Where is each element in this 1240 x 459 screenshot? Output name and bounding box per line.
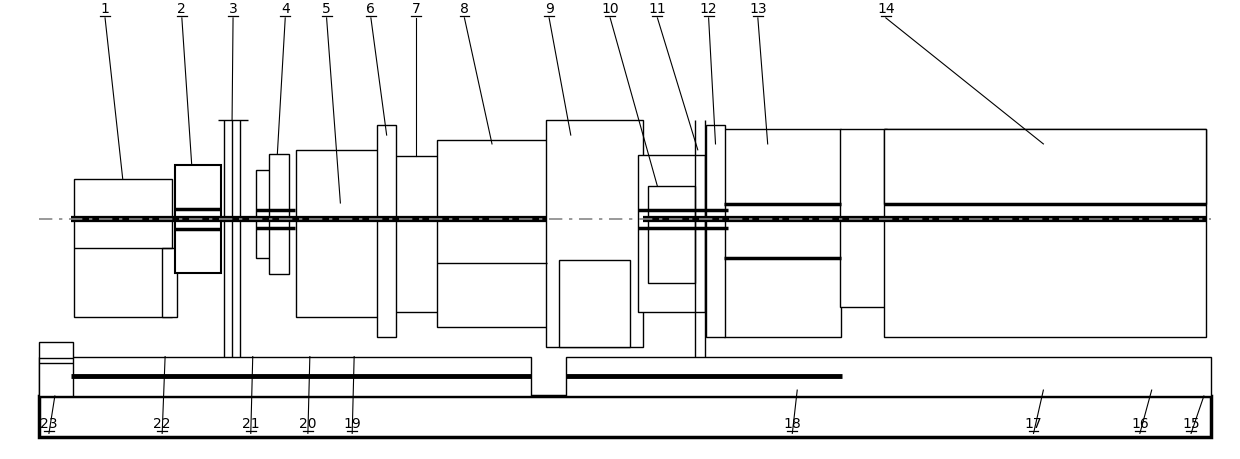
Text: 16: 16 — [1131, 417, 1148, 431]
Bar — [394, 156, 439, 312]
Bar — [269, 154, 289, 274]
Bar — [884, 129, 1205, 204]
Bar — [546, 120, 642, 347]
Text: 23: 23 — [40, 417, 58, 431]
Text: 5: 5 — [322, 2, 331, 16]
Text: 22: 22 — [154, 417, 171, 431]
Bar — [884, 129, 1205, 337]
Text: 4: 4 — [281, 2, 290, 16]
Text: 17: 17 — [1024, 417, 1043, 431]
Bar — [724, 129, 841, 337]
Text: 2: 2 — [177, 2, 186, 16]
Text: 11: 11 — [649, 2, 666, 16]
Bar — [255, 169, 275, 258]
Bar — [73, 179, 172, 317]
Bar — [175, 165, 221, 273]
Text: 21: 21 — [242, 417, 259, 431]
Text: 9: 9 — [544, 2, 553, 16]
Bar — [296, 150, 384, 317]
Bar — [40, 357, 532, 396]
Text: 1: 1 — [100, 2, 109, 16]
Bar — [40, 342, 73, 396]
Bar — [377, 125, 397, 337]
Bar — [706, 125, 725, 337]
Text: 10: 10 — [601, 2, 619, 16]
Bar — [40, 396, 1210, 437]
Bar — [839, 129, 887, 308]
Bar — [724, 204, 841, 258]
Text: 8: 8 — [460, 2, 469, 16]
Bar — [647, 186, 694, 283]
Bar — [637, 155, 704, 312]
Text: 20: 20 — [299, 417, 316, 431]
Text: 12: 12 — [699, 2, 718, 16]
Bar — [162, 248, 177, 317]
Bar — [436, 140, 547, 327]
Text: 18: 18 — [784, 417, 801, 431]
Text: 7: 7 — [412, 2, 420, 16]
Bar — [565, 357, 1210, 396]
Text: 15: 15 — [1182, 417, 1200, 431]
Text: 14: 14 — [877, 2, 894, 16]
Text: 3: 3 — [228, 2, 237, 16]
Bar — [559, 260, 630, 347]
Text: 13: 13 — [749, 2, 766, 16]
Text: 6: 6 — [367, 2, 376, 16]
Text: 19: 19 — [343, 417, 361, 431]
